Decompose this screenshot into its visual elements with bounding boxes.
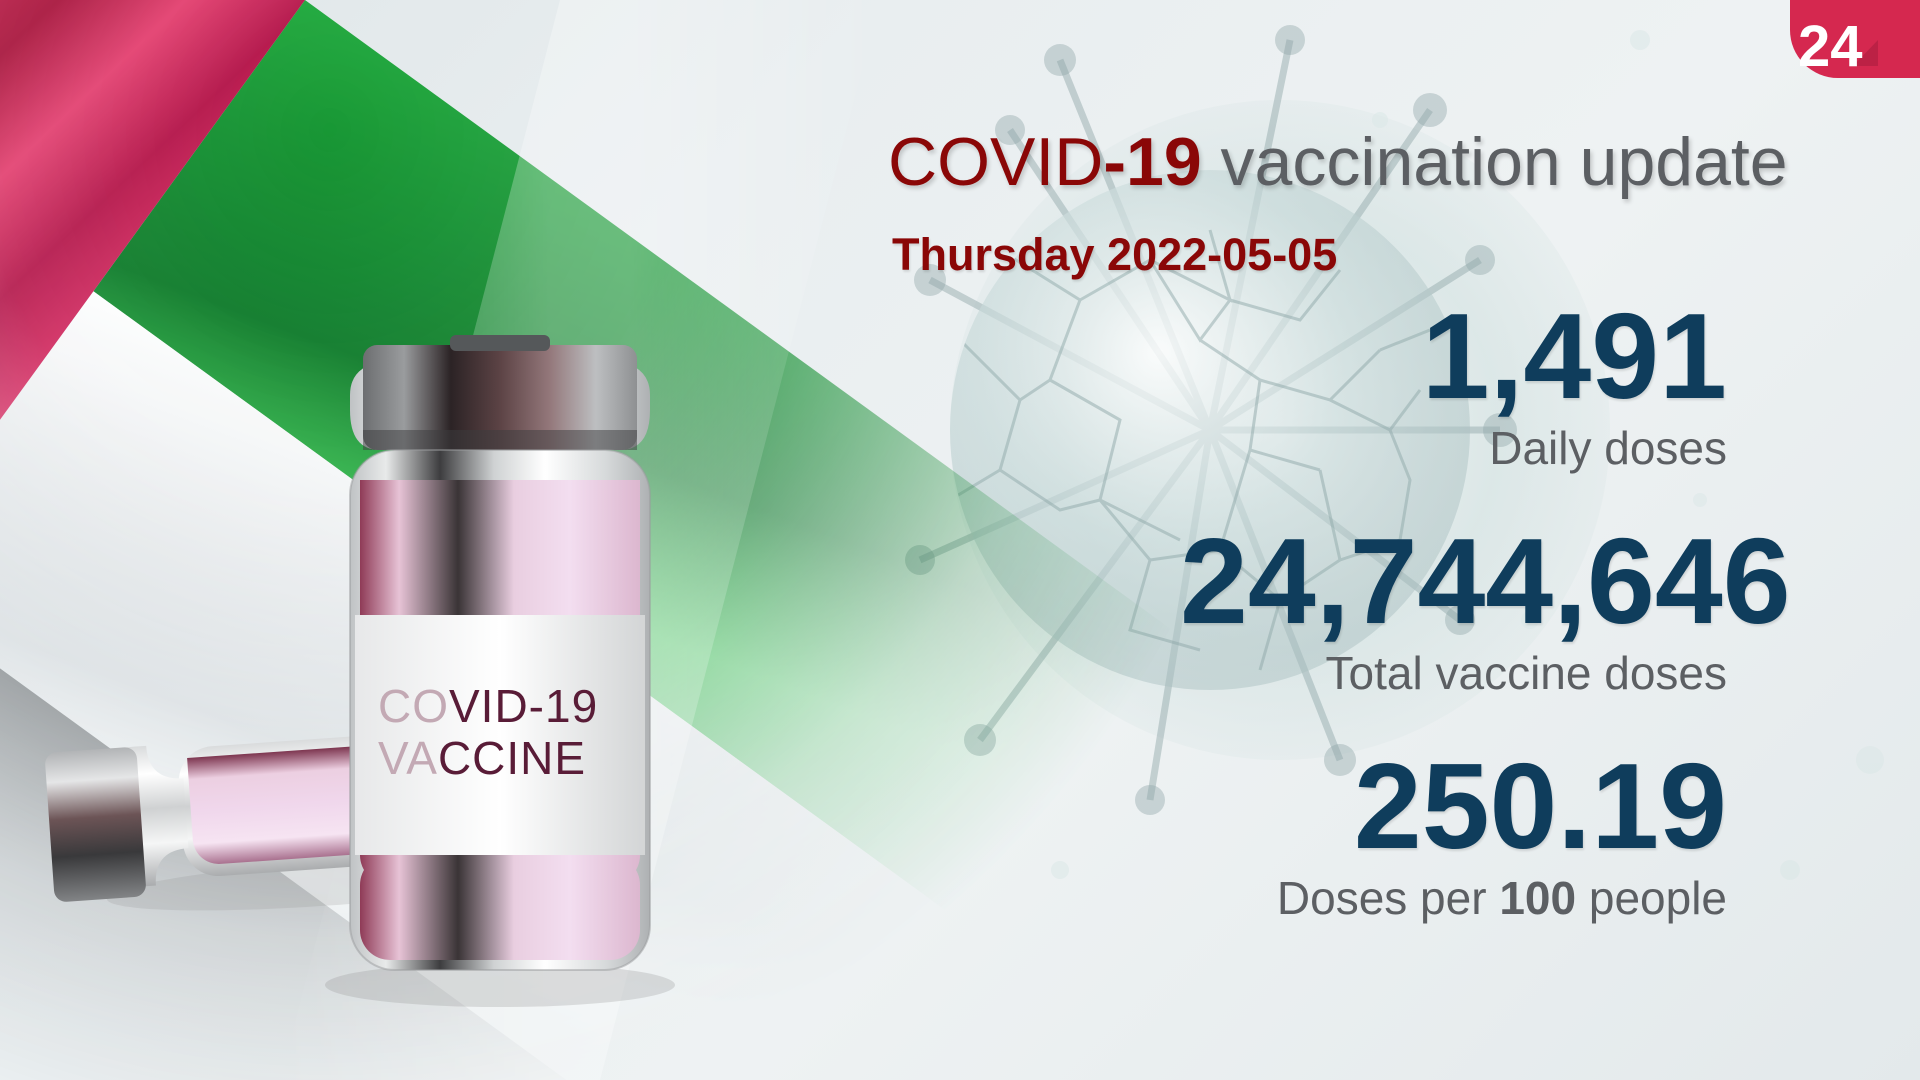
svg-text:VACCINE: VACCINE	[378, 732, 586, 784]
svg-text:COVID-19: COVID-19	[378, 680, 598, 732]
svg-text:24: 24	[1798, 14, 1863, 79]
